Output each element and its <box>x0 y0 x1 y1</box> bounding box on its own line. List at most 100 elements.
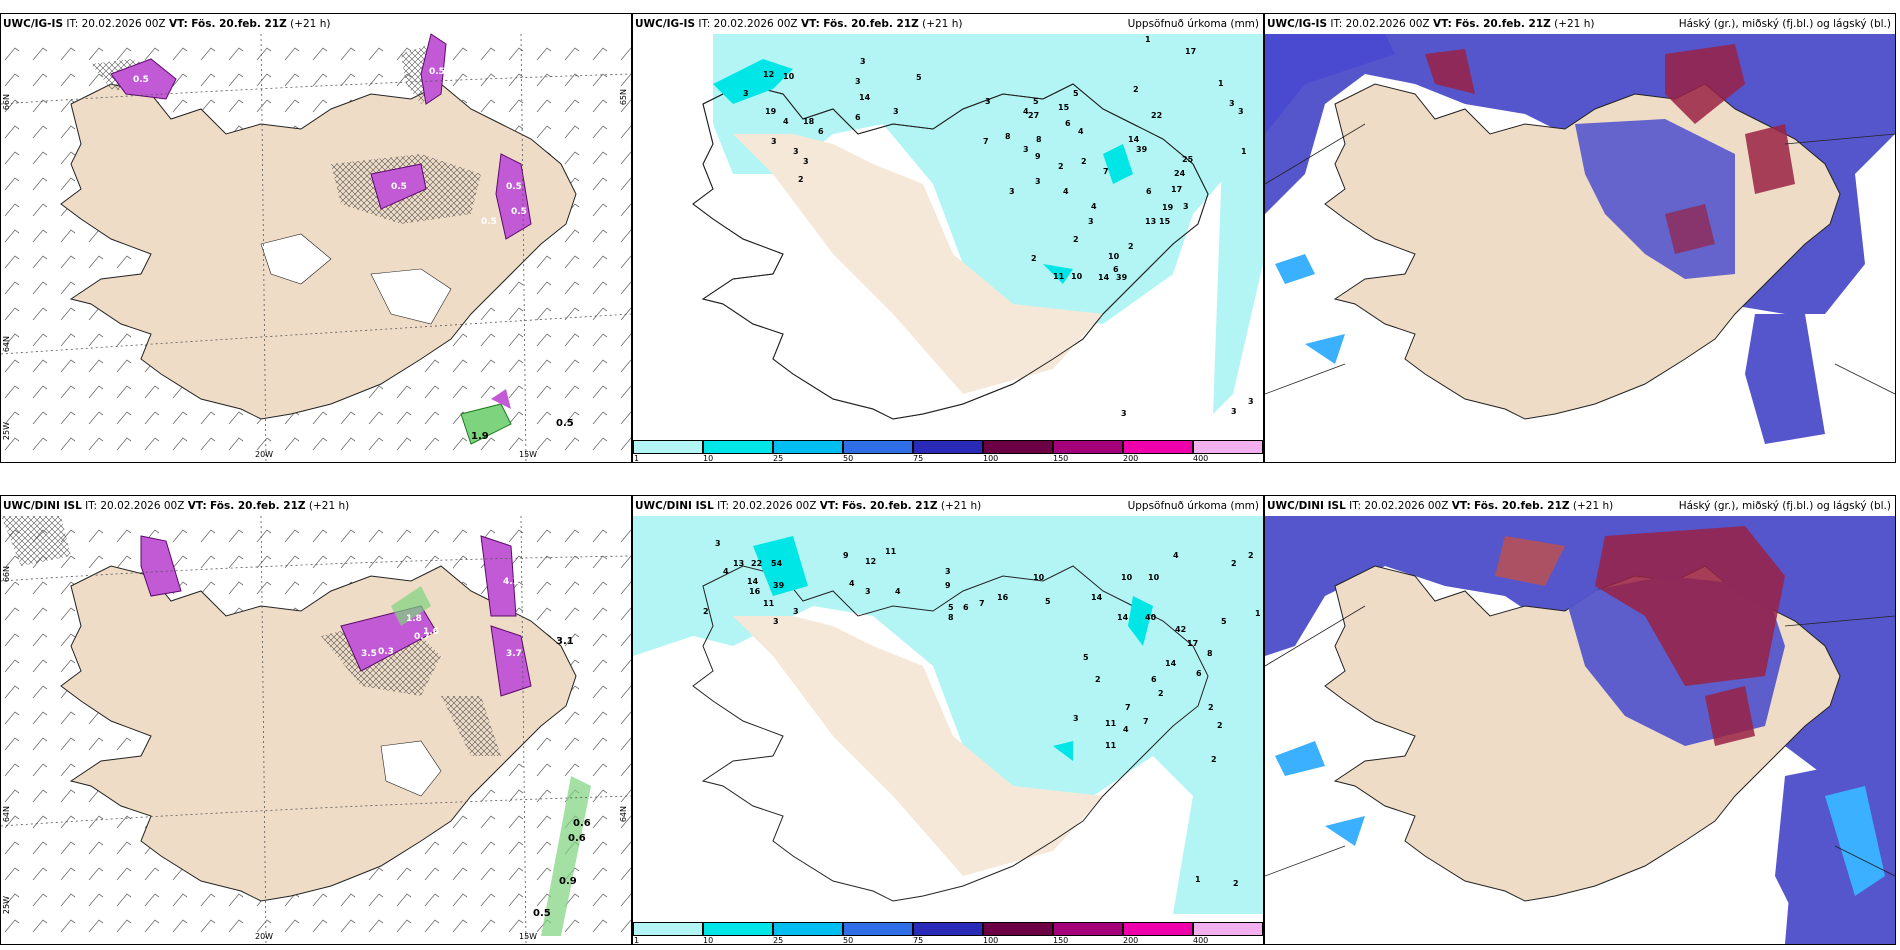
precip-value: 54 <box>771 559 783 568</box>
precip-value: 4 <box>895 587 901 596</box>
precip-value: 24 <box>1174 169 1186 178</box>
colorbar-segment <box>983 922 1053 936</box>
precip-value: 11 <box>885 547 897 556</box>
lat-label: 66N <box>2 94 11 111</box>
precip-value: 39 <box>773 581 785 590</box>
colorbar-segment <box>913 440 983 454</box>
precip-colorbar: 1 10 25 50 75 100 150 200 400 <box>633 440 1263 462</box>
precip-value: 14 <box>1165 659 1177 668</box>
precip-value: 5 <box>1033 97 1039 106</box>
precip-value: 4 <box>1173 551 1179 560</box>
colorbar-segment <box>843 922 913 936</box>
precip-value: 3 <box>1035 177 1041 186</box>
precip-value: 3 <box>1073 714 1079 723</box>
precip-value: 6 <box>1065 119 1071 128</box>
panel-title: UWC/IG-IS IT: 20.02.2026 00Z VT: Fös. 20… <box>3 18 331 30</box>
precip-value: 14 <box>1091 593 1103 602</box>
snow-depth-label: 0.5 <box>556 418 574 429</box>
precip-value: 4 <box>849 579 855 588</box>
precip-value: 10 <box>1033 573 1045 582</box>
wind-snow-map-ig: UWC/IG-IS IT: 20.02.2026 00Z VT: Fös. 20… <box>0 13 632 463</box>
precip-value: 3 <box>1009 187 1015 196</box>
precip-value: 3 <box>1248 397 1254 406</box>
precip-value: 3 <box>793 147 799 156</box>
colorbar-segment <box>773 922 843 936</box>
precip-value: 3 <box>860 57 866 66</box>
precip-value: 39 <box>1116 273 1128 282</box>
precip-value: 1 <box>1255 609 1261 618</box>
colorbar-segment <box>843 440 913 454</box>
precip-value: 15 <box>1058 103 1070 112</box>
colorbar-label: 400 <box>1193 454 1209 463</box>
precip-value: 6 <box>1113 265 1119 274</box>
cloud-cover-map-ig: UWC/IG-IS IT: 20.02.2026 00Z VT: Fös. 20… <box>1264 13 1896 463</box>
lon-label: 25W <box>2 896 11 915</box>
precip-value: 6 <box>1196 669 1202 678</box>
precip-value: 8 <box>1207 649 1213 658</box>
snow-depth-label: 1.8 <box>406 614 422 624</box>
precip-value: 5 <box>1083 653 1089 662</box>
precip-value: 8 <box>1005 132 1011 141</box>
precip-value: 10 <box>1148 573 1160 582</box>
snow-depth-label: 0.5 <box>391 182 407 192</box>
precip-value: 1 <box>1145 35 1151 44</box>
precip-value: 4 <box>1023 107 1029 116</box>
panel-title: UWC/DINI ISL IT: 20.02.2026 00Z VT: Fös.… <box>1267 500 1614 512</box>
precip-value: 14 <box>747 577 759 586</box>
precip-value: 39 <box>1136 145 1148 154</box>
precip-value: 17 <box>1187 639 1198 648</box>
precip-value: 42 <box>1175 625 1186 634</box>
precip-value: 2 <box>703 607 709 616</box>
precip-value: 10 <box>1108 252 1120 261</box>
snow-depth-label: 0.5 <box>133 75 149 85</box>
colorbar-label: 10 <box>703 454 714 463</box>
precip-value: 3 <box>893 107 899 116</box>
precip-value: 2 <box>1217 721 1223 730</box>
precip-value: 3 <box>985 97 991 106</box>
precip-value: 7 <box>979 599 985 608</box>
precip-value: 3 <box>803 157 809 166</box>
precip-value: 3 <box>1238 107 1244 116</box>
precip-value: 14 <box>1098 273 1110 282</box>
precip-value: 5 <box>1073 89 1079 98</box>
precip-value: 27 <box>1028 111 1039 120</box>
precip-value: 3 <box>1229 99 1235 108</box>
precip-value: 2 <box>1133 85 1139 94</box>
precip-value: 3 <box>945 567 951 576</box>
panel-title: UWC/DINI ISL IT: 20.02.2026 00Z VT: Fös.… <box>635 500 982 512</box>
precip-value: 19 <box>765 107 777 116</box>
colorbar-segment <box>703 440 773 454</box>
snow-depth-label: 0.7 <box>414 632 430 642</box>
precip-value: 3 <box>771 137 777 146</box>
precip-value: 11 <box>763 599 775 608</box>
snow-depth-label: 0.5 <box>533 908 551 919</box>
precip-map-dini: UWC/DINI ISL IT: 20.02.2026 00Z VT: Fös.… <box>632 495 1264 945</box>
precip-value: 3 <box>1023 145 1029 154</box>
precip-value: 3 <box>1121 409 1127 418</box>
colorbar-label: 150 <box>1053 454 1069 463</box>
snow-depth-label: 0.5 <box>481 217 497 227</box>
precip-value: 40 <box>1145 613 1157 622</box>
precip-value: 10 <box>783 72 795 81</box>
precip-value: 16 <box>997 593 1009 602</box>
precip-value: 4 <box>1078 127 1084 136</box>
precip-value: 2 <box>1231 559 1237 568</box>
lat-label: 65N <box>619 89 628 106</box>
colorbar-label: 1 <box>634 936 640 945</box>
snow-depth-label: 0.3 <box>378 647 394 657</box>
colorbar-label: 400 <box>1193 936 1209 945</box>
colorbar-label: 100 <box>983 454 999 463</box>
colorbar-segment <box>983 440 1053 454</box>
precip-value: 7 <box>1143 717 1149 726</box>
precip-value: 13 <box>1145 217 1156 226</box>
precip-value: 9 <box>843 551 849 560</box>
lat-label: 64N <box>2 336 11 353</box>
snow-depth-label: 0.5 <box>506 182 522 192</box>
snow-depth-label: 0.5 <box>511 207 527 217</box>
precip-value: 2 <box>1248 551 1254 560</box>
precip-value: 9 <box>945 581 951 590</box>
precip-value: 8 <box>1036 135 1042 144</box>
precip-value: 5 <box>1221 617 1227 626</box>
map-canvas <box>1265 516 1895 944</box>
precip-value: 6 <box>855 113 861 122</box>
